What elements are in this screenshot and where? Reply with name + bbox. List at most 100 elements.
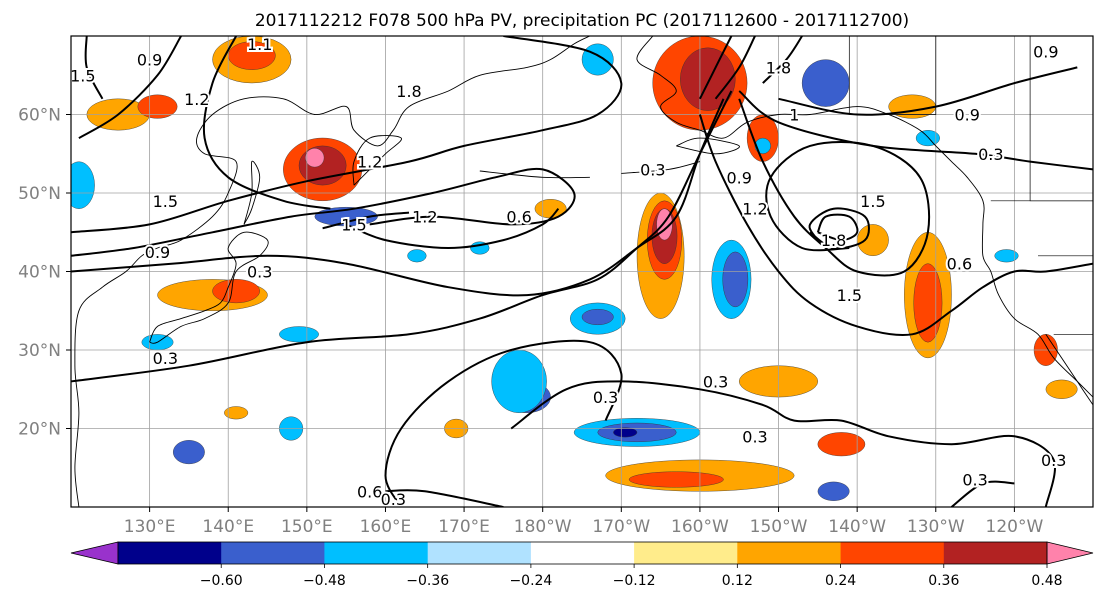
coastline xyxy=(1045,334,1093,406)
contour-label: 0.3 xyxy=(703,372,728,391)
coastline xyxy=(479,170,590,179)
colorbar-box xyxy=(118,542,222,564)
contour-label: 0.3 xyxy=(962,471,987,490)
precip-blob xyxy=(279,326,319,343)
colorbar-box xyxy=(221,542,325,564)
pv-contour-line xyxy=(345,207,560,250)
pv-contour-line xyxy=(78,36,182,139)
precip-blob xyxy=(298,145,347,186)
precipitation-shading xyxy=(71,36,1078,501)
precip-blob xyxy=(305,148,325,168)
colorbar-tick-label: −0.24 xyxy=(509,573,552,589)
precip-blob xyxy=(801,59,850,107)
colorbar-box xyxy=(840,542,945,564)
precip-blob xyxy=(913,263,943,343)
longitude-label: 140°E xyxy=(202,517,254,537)
pv-contour-line xyxy=(71,167,576,257)
latitude-ticks: 20°N 30°N 40°N 50°N 60°N xyxy=(18,106,71,440)
longitude-label: 150°W xyxy=(750,517,808,537)
colorbar-box xyxy=(943,542,1048,564)
precip-blob xyxy=(581,43,614,76)
precip-blob xyxy=(613,427,638,438)
coastline xyxy=(636,36,1093,398)
pv-contour-line xyxy=(714,36,756,100)
precip-blob xyxy=(491,349,547,413)
contour-label: 0.9 xyxy=(1033,43,1058,62)
coastline xyxy=(676,137,740,155)
contour-label: 0.3 xyxy=(153,349,178,368)
colorbar: −0.60 −0.48 −0.36 −0.24 −0.12 0.12 0.24 0.36 0.4… xyxy=(70,541,1094,589)
longitude-label: 150°E xyxy=(281,517,333,537)
contour-label: 0.3 xyxy=(247,263,272,282)
longitude-label: 180°W xyxy=(514,517,572,537)
precip-blob xyxy=(212,279,260,304)
colorbar-extend-high xyxy=(1046,541,1094,565)
precip-blob xyxy=(71,161,95,209)
precip-blob xyxy=(224,406,249,420)
coastline xyxy=(74,36,591,507)
pv-contour-line xyxy=(738,98,931,277)
longitude-ticks: 130°E 140°E 150°E 160°E 170°E 180°W 170°W 160°W… xyxy=(124,507,1044,537)
contour-label: 1.5 xyxy=(837,286,862,305)
contour-label: 0.6 xyxy=(506,208,531,227)
coastlines xyxy=(74,36,1093,507)
coastline xyxy=(243,160,261,225)
latitude-label: 60°N xyxy=(18,106,61,126)
colorbar-tick-label: −0.36 xyxy=(406,573,449,589)
colorbar-box xyxy=(634,542,738,564)
pv-contour-line xyxy=(84,36,104,100)
precip-blob xyxy=(857,224,889,257)
pv-contour-line xyxy=(738,90,1093,171)
precip-blob xyxy=(1045,379,1078,399)
colorbar-tick-label: −0.60 xyxy=(200,573,243,589)
pv-contour-line xyxy=(71,90,733,383)
contour-label: 0.3 xyxy=(381,490,406,509)
pv-contour-line xyxy=(699,36,733,100)
contour-label: 1.8 xyxy=(821,231,846,250)
longitude-label: 130°W xyxy=(907,517,965,537)
precip-blob xyxy=(817,481,850,501)
colorbar-outline xyxy=(117,541,1048,565)
contour-label: 0.9 xyxy=(137,51,162,70)
precip-blob xyxy=(817,432,866,457)
colorbar-box xyxy=(324,542,429,564)
longitude-label: 170°E xyxy=(438,517,490,537)
pv-contour-line xyxy=(384,339,623,507)
contour-label: 0.9 xyxy=(954,106,979,125)
precip-blob xyxy=(680,47,736,111)
contour-label: 1.2 xyxy=(412,208,437,227)
precip-blob xyxy=(722,251,749,308)
contour-label: 0.3 xyxy=(742,427,767,446)
pv-contours xyxy=(71,36,1093,507)
contour-label: 0.6 xyxy=(357,482,382,501)
contour-label: 1.2 xyxy=(357,153,382,172)
longitude-label: 130°E xyxy=(124,517,176,537)
longitude-label: 170°W xyxy=(592,517,650,537)
colorbar-tick-label: 0.36 xyxy=(928,573,959,589)
pv-contour-line xyxy=(71,98,725,297)
contour-label: 0.9 xyxy=(145,243,170,262)
precip-blob xyxy=(915,130,940,147)
colorbar-tick-label: 0.24 xyxy=(825,573,856,589)
contour-label: 1 xyxy=(789,106,799,125)
colorbar-box xyxy=(427,542,532,564)
precip-blob xyxy=(407,249,427,263)
colorbar-extend-low xyxy=(70,541,119,565)
pv-contour-line xyxy=(778,66,1078,116)
contour-label: 0.3 xyxy=(1041,451,1066,470)
pv-contour-line xyxy=(698,114,1093,336)
contour-label: 1.8 xyxy=(396,82,421,101)
colorbar-box xyxy=(737,542,841,564)
contour-label: 1.8 xyxy=(766,58,791,77)
pv-contour-line xyxy=(510,380,1056,507)
contour-label: 1.5 xyxy=(341,215,366,234)
longitude-label: 140°W xyxy=(828,517,886,537)
contour-label: 0.6 xyxy=(947,255,972,274)
coastline xyxy=(621,161,701,174)
precip-blob xyxy=(994,249,1019,263)
contour-label: 1.5 xyxy=(860,192,885,211)
longitude-label: 120°W xyxy=(986,517,1044,537)
map-plot-area: 0.91.51.21.11.21.51.81.5 1.20.90.30.60.30… xyxy=(71,36,1093,509)
colorbar-tick-label: 0.48 xyxy=(1031,573,1062,589)
